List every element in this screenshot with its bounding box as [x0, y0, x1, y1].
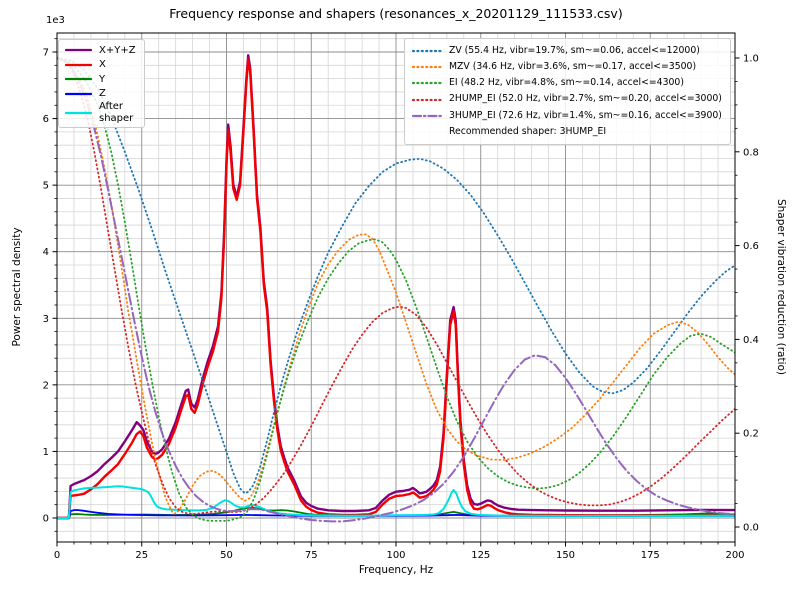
legend-label: ZV (55.4 Hz, vibr=19.7%, sm~=0.06, accel… [449, 44, 700, 56]
y-left-tick-label-0: 0 [43, 514, 49, 525]
y-right-tick-label-0.2: 0.2 [743, 429, 759, 440]
legend-swatch-empty [412, 127, 442, 137]
legend-item-after-shaper: After shaper [65, 101, 136, 124]
y-left-tick-label-6: 6 [43, 114, 49, 125]
legend-item-ei: EI (48.2 Hz, vibr=4.8%, sm~=0.14, accel<… [412, 75, 722, 91]
y-left-tick-label-7: 7 [43, 48, 49, 59]
x-tick-label-0: 0 [54, 550, 60, 561]
y-left-tick-label-3: 3 [43, 314, 49, 325]
legend-label: X [99, 59, 106, 70]
y-right-tick-label-0.0: 0.0 [743, 523, 759, 534]
legend-item-2hump-ei: 2HUMP_EI (52.0 Hz, vibr=2.7%, sm~=0.20, … [412, 92, 722, 108]
legend-line-swatch [412, 49, 442, 53]
legend-psd: X+Y+Z X Y Z After shaper [58, 39, 145, 128]
legend-line-swatch [65, 49, 92, 52]
y-axis-label-right: Shaper vibration reduction (ratio) [775, 198, 787, 376]
legend-label: 3HUMP_EI (72.6 Hz, vibr=1.4%, sm~=0.16, … [449, 109, 722, 121]
legend-item-y: Y [65, 72, 136, 87]
y-axis-label-left: Power spectral density [11, 227, 23, 347]
legend-item-z: Z [65, 87, 136, 102]
legend-item-zv: ZV (55.4 Hz, vibr=19.7%, sm~=0.06, accel… [412, 43, 722, 59]
x-tick-label-175: 175 [641, 550, 660, 561]
y-left-tick-label-4: 4 [43, 247, 49, 258]
y-left-tick-label-5: 5 [43, 181, 49, 192]
legend-label: 2HUMP_EI (52.0 Hz, vibr=2.7%, sm~=0.20, … [449, 93, 722, 105]
legend-line-swatch [65, 111, 92, 114]
y-left-tick-label-1: 1 [43, 447, 49, 458]
legend-item-3hump-ei: 3HUMP_EI (72.6 Hz, vibr=1.4%, sm~=0.16, … [412, 108, 722, 124]
y-right-tick-label-0.8: 0.8 [743, 147, 759, 158]
y-right-tick-label-0.4: 0.4 [743, 335, 759, 346]
x-tick-label-125: 125 [471, 550, 490, 561]
legend-line-swatch [412, 82, 442, 85]
legend-shapers: ZV (55.4 Hz, vibr=19.7%, sm~=0.06, accel… [404, 38, 731, 146]
legend-line-swatch [412, 98, 442, 101]
x-tick-label-25: 25 [135, 550, 148, 561]
y-right-tick-label-0.6: 0.6 [743, 241, 759, 252]
legend-label: X+Y+Z [99, 44, 136, 56]
x-tick-label-50: 50 [220, 550, 233, 561]
legend-item-mzv: MZV (34.6 Hz, vibr=3.6%, sm~=0.17, accel… [412, 59, 722, 75]
x-tick-label-75: 75 [305, 550, 318, 561]
series-mzv [57, 57, 735, 515]
series-2hump-ei [57, 57, 735, 515]
x-tick-label-150: 150 [556, 550, 575, 561]
legend-label: Y [99, 73, 106, 85]
legend-item-recommended: Recommended shaper: 3HUMP_EI [412, 124, 722, 140]
y-axis-offset-label: 1e3 [46, 15, 65, 26]
legend-line-swatch [412, 114, 442, 117]
x-tick-label-100: 100 [386, 550, 405, 561]
legend-label: Recommended shaper: 3HUMP_EI [449, 125, 607, 137]
series-ei [57, 57, 735, 522]
legend-line-swatch [412, 66, 442, 69]
y-right-tick-label-1.0: 1.0 [743, 54, 759, 65]
chart-title: Frequency response and shapers (resonanc… [169, 6, 623, 21]
legend-line-swatch [65, 92, 92, 95]
legend-item-x-y-z: X+Y+Z [65, 43, 136, 58]
x-tick-label-200: 200 [725, 550, 744, 561]
x-axis-label: Frequency, Hz [358, 564, 434, 576]
legend-label: After shaper [99, 101, 134, 124]
series-3hump-ei [57, 57, 735, 523]
y-left-tick-label-2: 2 [43, 380, 49, 391]
legend-label: Z [99, 88, 106, 99]
ticks: 0 25 50 75 100 125 150 175 200 0 1 2 3 4 5 6 7 0.0 0.2 0.4 0… [43, 38, 759, 561]
series-x-y-z [57, 54, 735, 520]
legend-line-swatch [65, 63, 92, 66]
legend-line-swatch [65, 78, 92, 81]
legend-label: MZV (34.6 Hz, vibr=3.6%, sm~=0.17, accel… [449, 60, 697, 72]
legend-item-x: X [65, 58, 136, 73]
legend-label: EI (48.2 Hz, vibr=4.8%, sm~=0.14, accel<… [449, 77, 684, 89]
series-group [57, 54, 735, 523]
